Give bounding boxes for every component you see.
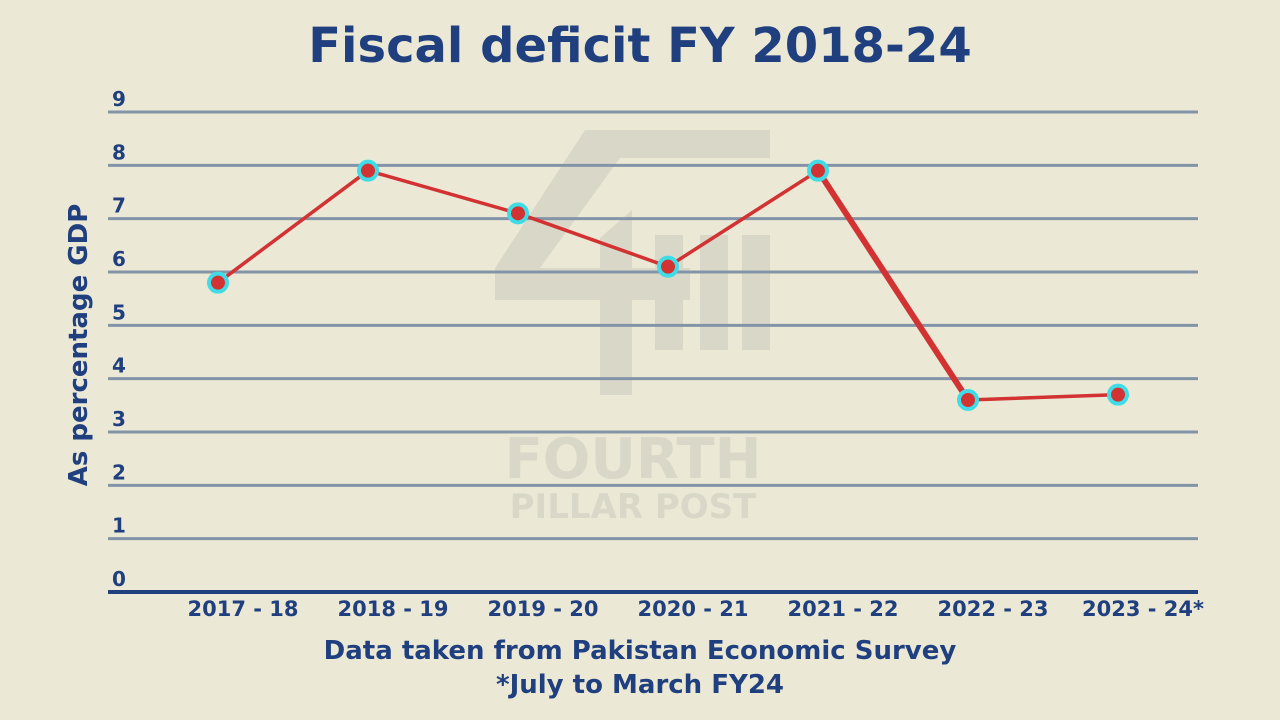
x-tick-label: 2017 - 18 bbox=[187, 597, 298, 621]
y-tick-label: 6 bbox=[112, 247, 126, 271]
data-point bbox=[357, 159, 379, 182]
series-line-segment bbox=[815, 167, 971, 403]
x-tick-label: 2019 - 20 bbox=[487, 597, 598, 621]
series-line-segment bbox=[366, 168, 520, 216]
y-axis-label: As percentage GDP bbox=[64, 204, 94, 487]
y-tick-label: 4 bbox=[112, 354, 126, 378]
data-point bbox=[1107, 383, 1129, 406]
watermark-line2: PILLAR POST bbox=[510, 487, 758, 527]
y-tick-label: 8 bbox=[112, 140, 126, 164]
data-point bbox=[207, 271, 229, 294]
period-note: *July to March FY24 bbox=[495, 670, 785, 700]
y-tick-label: 1 bbox=[112, 514, 126, 538]
y-axis-ticks: 0 1 2 3 4 5 6 7 8 9 bbox=[112, 87, 126, 591]
series-line-segment bbox=[666, 168, 820, 269]
data-point bbox=[657, 255, 679, 278]
series-line-segment bbox=[216, 168, 370, 285]
y-tick-label: 3 bbox=[112, 407, 126, 431]
y-tick-label: 7 bbox=[112, 194, 126, 218]
data-point bbox=[507, 202, 529, 225]
x-tick-label: 2023 - 24* bbox=[1082, 597, 1204, 621]
watermark-line1: FOURTH bbox=[504, 427, 761, 492]
y-tick-label: 5 bbox=[112, 300, 126, 324]
y-tick-label: 9 bbox=[112, 87, 126, 111]
x-tick-label: 2020 - 21 bbox=[637, 597, 748, 621]
y-tick-label: 2 bbox=[112, 460, 126, 484]
series-group bbox=[207, 159, 1129, 411]
chart-title: Fiscal deficit FY 2018-24 bbox=[308, 18, 972, 74]
series-line-segment bbox=[966, 392, 1120, 402]
data-point bbox=[957, 389, 979, 411]
y-tick-label: 0 bbox=[112, 567, 126, 591]
data-point bbox=[807, 159, 829, 182]
source-note: Data taken from Pakistan Economic Survey bbox=[323, 636, 957, 666]
x-tick-label: 2021 - 22 bbox=[787, 597, 898, 621]
series-line-segment bbox=[516, 211, 670, 269]
x-axis-ticks: 2017 - 18 2018 - 19 2019 - 20 2020 - 21 2021… bbox=[187, 597, 1204, 621]
gridlines bbox=[108, 110, 1198, 541]
x-tick-label: 2022 - 23 bbox=[937, 597, 1048, 621]
watermark-logo-icon bbox=[495, 130, 770, 395]
x-tick-label: 2018 - 19 bbox=[337, 597, 448, 621]
